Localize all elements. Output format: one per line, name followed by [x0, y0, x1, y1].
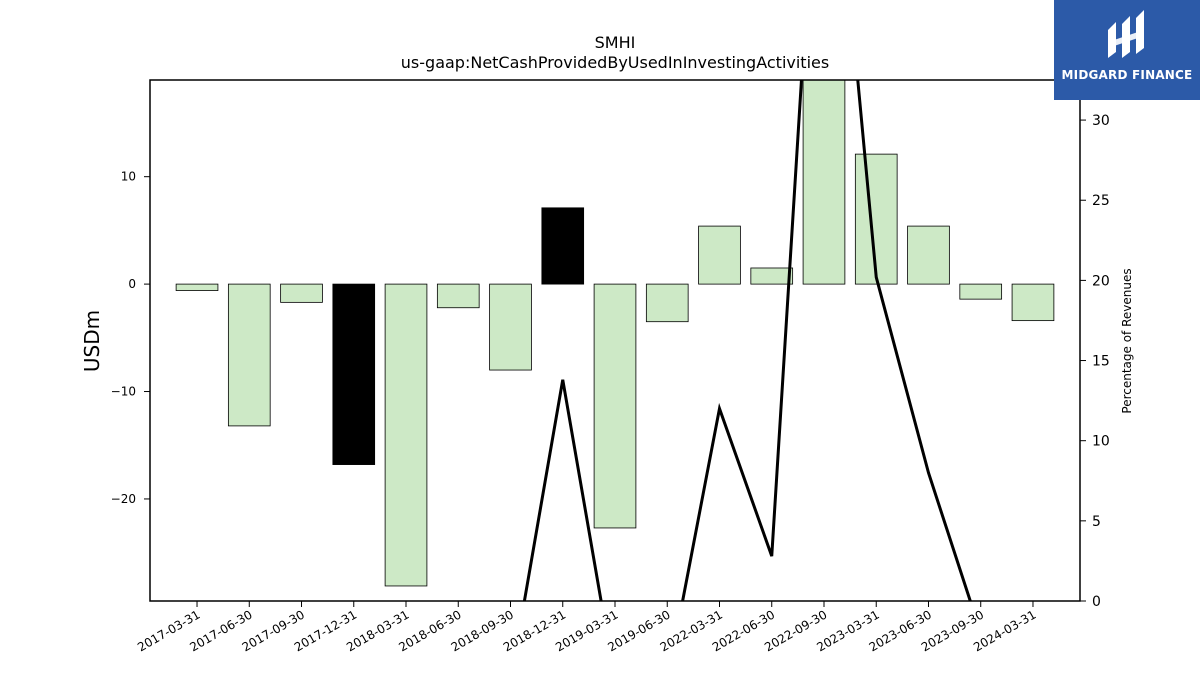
bar-2018-03-31 [384, 283, 428, 587]
logo-icon [1108, 10, 1144, 58]
bar-2017-12-31 [332, 283, 376, 465]
bar-2018-12-31 [541, 207, 585, 285]
y2-tick-label: 10 [1092, 434, 1110, 450]
bar-2023-06-30 [907, 225, 950, 285]
bar-2018-06-30 [436, 283, 480, 309]
y2-tick-label: 30 [1092, 113, 1110, 129]
y-axis-left: −20 −10 0 10 [111, 170, 150, 506]
bar-2022-03-31 [698, 225, 741, 285]
bar-2017-03-31 [175, 283, 219, 291]
y-axis-right: 0 5 10 15 20 25 30 [1080, 113, 1110, 610]
y2-tick-label: 5 [1092, 514, 1101, 530]
bar-2023-09-30 [959, 283, 1003, 300]
y2-tick-label: 25 [1092, 193, 1110, 209]
y2-tick-label: 0 [1092, 594, 1101, 610]
bar-2024-03-31 [1011, 283, 1055, 322]
chart-subtitle: us-gaap:NetCashProvidedByUsedInInvesting… [401, 53, 829, 72]
bar-2018-09-30 [489, 283, 532, 371]
brand-logo: MIDGARD FINANCE [1054, 0, 1200, 100]
chart-title: SMHI [595, 33, 636, 52]
bar-2019-03-31 [593, 283, 637, 529]
bar-2017-06-30 [227, 283, 271, 427]
bar-2019-06-30 [645, 283, 689, 323]
ratio-line-segment [522, 80, 972, 601]
y2-axis-label: Percentage of Revenues [1120, 268, 1134, 413]
y-tick-label: −10 [111, 385, 136, 399]
y2-tick-label: 20 [1092, 273, 1110, 289]
line-group [522, 80, 972, 601]
y-tick-label: 10 [121, 170, 136, 184]
y-tick-label: 0 [128, 277, 136, 291]
bar-2022-06-30 [750, 267, 794, 285]
bar-group [175, 80, 1055, 587]
bar-2017-09-30 [280, 283, 323, 303]
logo-text: MIDGARD FINANCE [1061, 68, 1193, 82]
x-axis: 2017-03-312017-06-302017-09-302017-12-31… [135, 601, 1038, 654]
y-tick-label: −20 [111, 492, 136, 506]
bar-2022-09-30 [802, 80, 846, 285]
y-axis-label: USDm [80, 310, 104, 372]
y2-tick-label: 15 [1092, 354, 1110, 370]
